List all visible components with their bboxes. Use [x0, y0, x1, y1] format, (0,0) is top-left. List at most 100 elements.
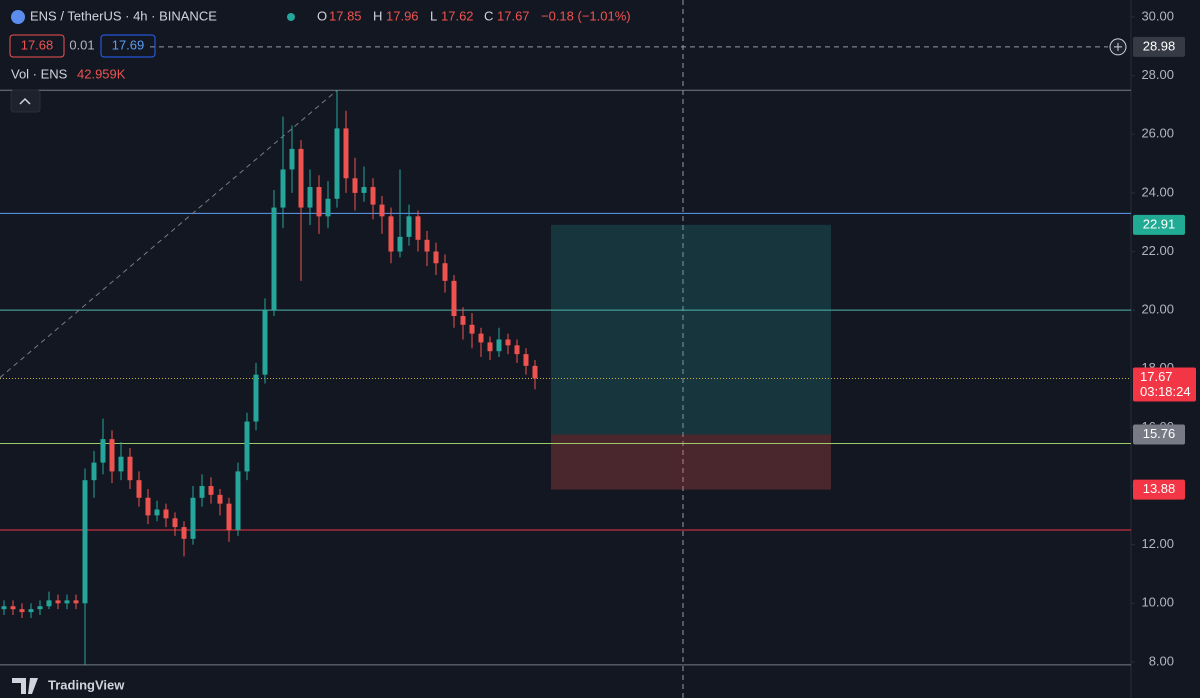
- crosshair-plus-icon: [1114, 42, 1122, 51]
- candle-body: [73, 600, 79, 604]
- candle-body: [532, 365, 538, 379]
- buy-price[interactable]: 17.69: [112, 37, 145, 52]
- candle-body: [253, 374, 259, 422]
- candle-body: [1, 606, 7, 610]
- sell-price[interactable]: 17.68: [21, 37, 54, 52]
- candle-body: [298, 148, 304, 208]
- candle-body: [172, 518, 178, 528]
- candle-body: [361, 187, 367, 193]
- price-label: 15.76: [1143, 426, 1176, 441]
- candle-body: [19, 609, 25, 613]
- price-label: 22.91: [1143, 216, 1176, 231]
- candle-body: [433, 251, 439, 264]
- price-label-bg: [1133, 424, 1185, 445]
- volume-value: 42.959K: [77, 66, 126, 81]
- candle-body: [514, 345, 520, 355]
- candle-body: [316, 187, 322, 217]
- y-tick-label: 30.00: [1141, 8, 1174, 23]
- sell-button[interactable]: [9, 34, 65, 58]
- last-price-bg: [1133, 367, 1196, 402]
- candle-body: [415, 216, 421, 240]
- collapse-button[interactable]: [10, 89, 41, 113]
- y-tick-label: 28.00: [1141, 67, 1174, 82]
- candle-body: [37, 606, 43, 610]
- candle-body: [181, 527, 187, 539]
- candle-body: [406, 216, 412, 237]
- candle-body: [424, 239, 430, 252]
- candle-body: [163, 509, 169, 519]
- candle-body: [343, 128, 349, 179]
- candle-body: [487, 342, 493, 352]
- candle-body: [64, 600, 70, 604]
- candle-body: [244, 421, 250, 472]
- candle-body: [10, 606, 16, 610]
- ohlc-label: H: [373, 8, 382, 23]
- candle-body: [91, 462, 97, 481]
- change: −0.18 (−1.01%): [541, 8, 631, 23]
- candle-body: [280, 169, 286, 208]
- spread: 0.01: [69, 37, 94, 52]
- candle-body: [388, 216, 394, 252]
- candle-body: [289, 148, 295, 170]
- status-dot: [287, 13, 295, 21]
- candle-body: [262, 310, 268, 375]
- brand: TradingView: [48, 677, 125, 692]
- ohlc-value: 17.85: [329, 8, 362, 23]
- y-tick-label: 24.00: [1141, 184, 1174, 199]
- price-label-bg: [1133, 479, 1185, 500]
- candle-body: [136, 480, 142, 498]
- candle-body: [460, 316, 466, 325]
- position-target-zone: [551, 224, 831, 435]
- trend-line: [0, 89, 338, 378]
- position-stop-zone: [551, 434, 831, 490]
- candle-body: [307, 187, 313, 208]
- candle-body: [199, 486, 205, 498]
- y-tick-label: 20.00: [1141, 302, 1174, 317]
- candle-body: [127, 456, 133, 481]
- volume-label: Vol · ENS: [11, 66, 68, 81]
- candle-body: [217, 494, 223, 504]
- candle-body: [523, 354, 529, 366]
- y-tick-label: 26.00: [1141, 126, 1174, 141]
- candle-body: [352, 178, 358, 193]
- candle-body: [208, 486, 214, 495]
- candle-body: [55, 600, 61, 604]
- buy-button[interactable]: [100, 34, 156, 58]
- candle-body: [46, 600, 52, 607]
- y-tick-label: 10.00: [1141, 595, 1174, 610]
- candle-body: [154, 509, 160, 516]
- crosshair-price: 28.98: [1143, 38, 1176, 53]
- ohlc-value: 17.96: [386, 8, 419, 23]
- candle-body: [505, 339, 511, 346]
- ohlc-value: 17.62: [441, 8, 474, 23]
- candle-body: [28, 609, 34, 613]
- ohlc-value: 17.67: [497, 8, 530, 23]
- candle-body: [451, 280, 457, 317]
- candle-body: [145, 497, 151, 516]
- price-label-bg: [1133, 214, 1185, 235]
- last-price: 17.67: [1140, 369, 1173, 384]
- countdown: 03:18:24: [1140, 384, 1191, 399]
- candle-body: [100, 439, 106, 463]
- candle-body: [226, 503, 232, 531]
- candle-body: [442, 263, 448, 281]
- crosshair-price-bg: [1133, 36, 1185, 57]
- candle-body: [190, 497, 196, 539]
- candle-body: [235, 471, 241, 531]
- candle-body: [379, 204, 385, 217]
- y-tick-label: 12.00: [1141, 536, 1174, 551]
- y-tick-label: 8.00: [1149, 653, 1174, 668]
- symbol: ENS / TetherUS · 4h · BINANCE: [30, 8, 217, 23]
- candle-body: [496, 339, 502, 352]
- candle-body: [271, 207, 277, 311]
- y-tick-label: 22.00: [1141, 243, 1174, 258]
- price-label: 13.88: [1143, 481, 1176, 496]
- symbol-icon: [11, 10, 25, 24]
- candle-body: [370, 187, 376, 205]
- ohlc-label: L: [430, 8, 437, 23]
- candle-body: [118, 456, 124, 472]
- collapse-icon: [19, 97, 31, 105]
- brand-logo: [12, 678, 38, 694]
